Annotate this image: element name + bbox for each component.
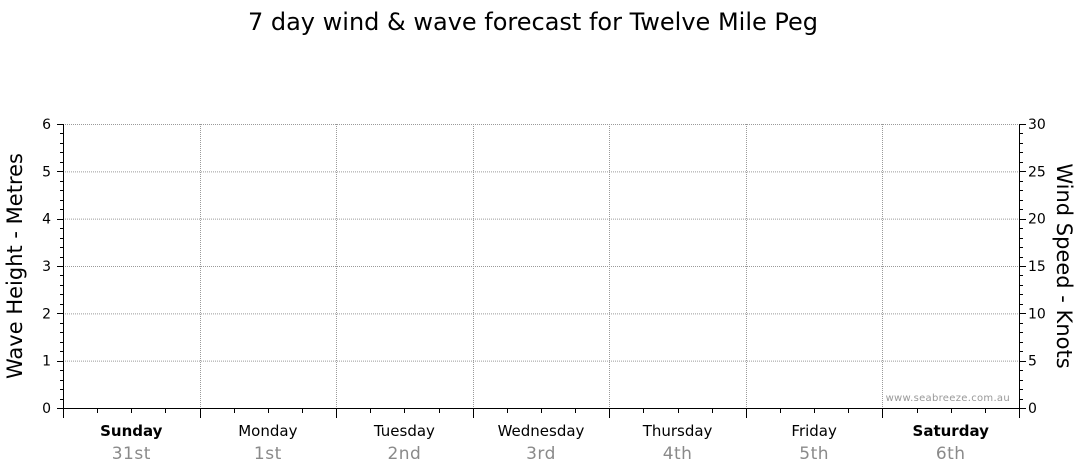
y-left-tick-label: 2 xyxy=(42,306,51,322)
day-label: Tuesday xyxy=(373,422,435,440)
day-label: Saturday xyxy=(913,422,990,440)
tick-labels: 0 1 2 3 4 5 6 0 5 10 15 20 25 30 xyxy=(42,117,1046,417)
axes xyxy=(57,124,1026,418)
watermark: www.seabreeze.com.au xyxy=(886,393,1010,404)
date-label: 6th xyxy=(936,444,966,464)
chart-title: 7 day wind & wave forecast for Twelve Mi… xyxy=(248,8,818,36)
date-label: 31st xyxy=(112,444,151,464)
day-label: Monday xyxy=(238,422,297,440)
day-label: Wednesday xyxy=(498,422,585,440)
y-left-tick-label: 3 xyxy=(42,259,51,275)
date-label: 2nd xyxy=(387,444,421,464)
y-right-tick-label: 5 xyxy=(1028,354,1037,370)
y-left-tick-label: 1 xyxy=(42,354,51,370)
day-label: Friday xyxy=(791,422,837,440)
y-axis-right-label: Wind Speed - Knots xyxy=(1052,163,1076,368)
date-label: 5th xyxy=(799,444,829,464)
y-left-tick-label: 6 xyxy=(42,117,51,133)
day-label: Sunday xyxy=(100,422,163,440)
date-label: 3rd xyxy=(526,444,556,464)
y-right-tick-label: 20 xyxy=(1028,212,1046,228)
y-axis-left-label: Wave Height - Metres xyxy=(3,153,27,379)
y-left-tick-label: 5 xyxy=(42,164,51,180)
day-label: Thursday xyxy=(642,422,713,440)
date-label: 1st xyxy=(254,444,282,464)
y-right-tick-label: 0 xyxy=(1028,401,1037,417)
y-left-tick-label: 0 xyxy=(42,401,51,417)
y-right-tick-label: 25 xyxy=(1028,164,1046,180)
y-right-tick-label: 10 xyxy=(1028,306,1046,322)
day-labels: Sunday 31st Monday 1st Tuesday 2nd Wednesday 3r… xyxy=(100,422,989,464)
grid-lines xyxy=(63,124,1019,408)
date-label: 4th xyxy=(663,444,693,464)
y-right-tick-label: 30 xyxy=(1028,117,1046,133)
y-right-tick-label: 15 xyxy=(1028,259,1046,275)
y-left-tick-label: 4 xyxy=(42,212,51,228)
